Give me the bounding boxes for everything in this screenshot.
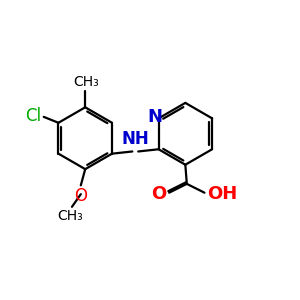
Text: OH: OH (207, 184, 237, 202)
Text: O: O (152, 184, 167, 202)
Text: Cl: Cl (25, 107, 41, 125)
Text: CH₃: CH₃ (73, 75, 99, 89)
Text: O: O (74, 188, 87, 206)
Text: NH: NH (122, 130, 149, 148)
Text: N: N (148, 108, 163, 126)
Text: CH₃: CH₃ (58, 209, 83, 223)
